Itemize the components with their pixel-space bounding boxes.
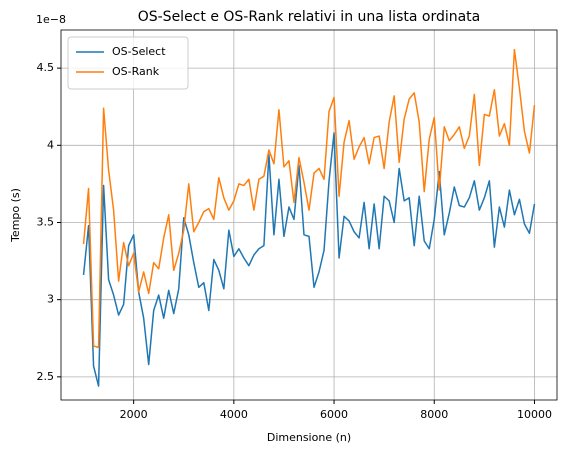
x-axis-label: Dimensione (n) (267, 431, 351, 444)
legend-box (67, 36, 189, 90)
series-line (82, 48, 536, 349)
y-tick-label: 4.5 (37, 61, 55, 74)
x-tick-label: 4000 (220, 408, 248, 421)
x-tick-label: 8000 (420, 408, 448, 421)
legend-label: OS-Rank (112, 65, 160, 78)
chart-title: OS-Select e OS-Rank relativi in una list… (138, 9, 481, 25)
y-offset-label: 1e−8 (36, 13, 66, 26)
y-tick-label: 2.5 (37, 370, 55, 383)
x-tick-label: 6000 (320, 408, 348, 421)
y-tick-label: 4 (47, 138, 54, 151)
y-tick-label: 3 (47, 293, 54, 306)
series-line (82, 132, 536, 387)
x-tick-label: 2000 (120, 408, 148, 421)
legend-label: OS-Select (112, 45, 166, 58)
axes-frame (60, 29, 558, 401)
y-axis-label: Tempo (s) (9, 188, 22, 243)
y-tick-label: 3.5 (37, 215, 55, 228)
x-tick-label: 10000 (517, 408, 552, 421)
